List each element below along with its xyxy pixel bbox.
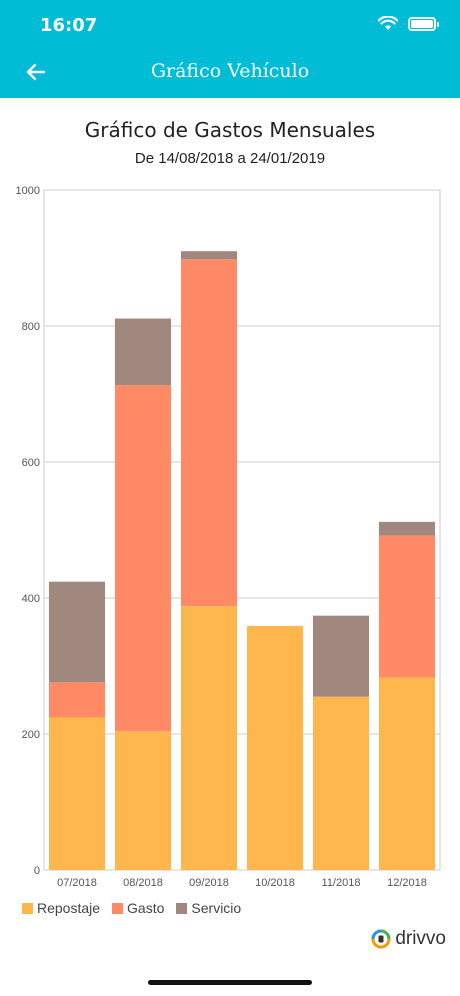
- bar-repostaje: [114, 731, 172, 870]
- legend-label: Repostaje: [37, 900, 101, 916]
- chart-subtitle: De 14/08/2018 a 24/01/2019: [134, 150, 326, 167]
- x-tick-label: 11/2018: [322, 877, 361, 889]
- status-icons: [378, 16, 439, 31]
- stacked-bar-chart: 0 200 400 600 800 1000 07/2018 08/2018 09/2018 10…: [16, 185, 441, 889]
- bar-gasto: [378, 535, 436, 678]
- arrow-left-icon: [26, 63, 46, 81]
- bar-repostaje: [378, 677, 436, 870]
- back-button[interactable]: [22, 58, 50, 86]
- bar-gasto: [48, 682, 106, 717]
- bar-repostaje: [180, 606, 238, 870]
- home-indicator[interactable]: [148, 980, 312, 985]
- brand-name: drivvo: [395, 928, 446, 949]
- x-tick-label: 10/2018: [255, 877, 295, 889]
- bar-gasto: [114, 385, 172, 732]
- status-time: 16:07: [40, 15, 98, 36]
- y-tick-label: 200: [22, 729, 40, 741]
- chart-legend: Repostaje Gasto Servicio: [22, 900, 241, 916]
- brand-logo: drivvo: [371, 928, 446, 950]
- legend-label: Gasto: [127, 900, 165, 916]
- bar-servicio: [180, 251, 238, 260]
- bar-repostaje: [48, 717, 106, 870]
- legend-swatch: [112, 902, 124, 914]
- chart-title: Gráfico de Gastos Mensuales: [84, 118, 376, 142]
- bar-repostaje: [312, 696, 370, 870]
- x-tick-label: 07/2018: [57, 877, 97, 889]
- bar-servicio: [312, 615, 370, 697]
- legend-swatch: [22, 902, 33, 914]
- x-tick-label: 09/2018: [189, 877, 229, 889]
- legend-label: Servicio: [191, 900, 242, 916]
- legend-item: Servicio: [176, 900, 241, 916]
- x-tick-label: 12/2018: [387, 877, 427, 889]
- app-header: 16:07 Gráfico Vehículo: [0, 0, 460, 98]
- y-tick-label: 400: [22, 593, 40, 605]
- x-tick-label: 08/2018: [123, 877, 163, 889]
- bar-servicio: [378, 521, 436, 536]
- bar-gasto: [180, 259, 238, 607]
- y-tick-label: 600: [22, 457, 40, 469]
- bar-repostaje: [246, 625, 304, 870]
- legend-item: Repostaje: [22, 900, 100, 916]
- legend-swatch: [176, 902, 188, 914]
- bar-servicio: [48, 581, 106, 683]
- legend-item: Gasto: [112, 900, 164, 916]
- y-tick-label: 1000: [16, 185, 40, 197]
- y-tick-label: 800: [22, 321, 40, 333]
- wifi-icon: [378, 16, 398, 30]
- bar-servicio: [114, 318, 172, 386]
- page-title: Gráfico Vehículo: [150, 60, 310, 82]
- battery-icon: [408, 16, 439, 31]
- y-tick-label: 0: [34, 865, 40, 877]
- drivvo-logo-icon: [371, 929, 391, 949]
